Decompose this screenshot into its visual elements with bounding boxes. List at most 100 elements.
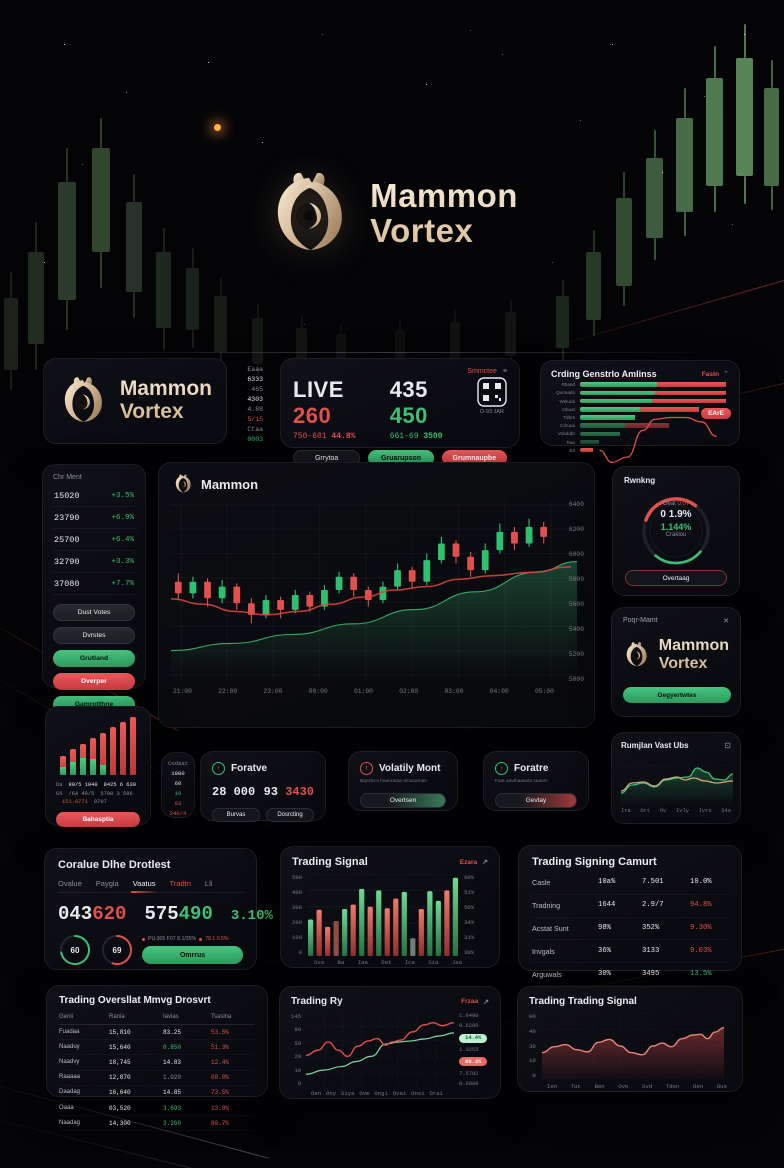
growth-stat: G5: [56, 790, 63, 797]
coralue-action-button[interactable]: Omrrus: [142, 946, 243, 964]
cell-percent: 13.5%: [690, 969, 712, 978]
trading-signal-badge: Ezara: [459, 858, 478, 866]
quantile-row-track: [580, 398, 729, 404]
ranking-action-button[interactable]: Overtaag: [625, 570, 727, 586]
main-chart-y-axis: 6400 6200 6000 5800 5600 5400 5200 5000: [569, 501, 584, 683]
growth-bar: [100, 733, 106, 775]
bg-candle: [186, 248, 199, 348]
table-row: Raaaaa 12,870 1.020 00.0%: [59, 1071, 255, 1086]
quantile-row-label: Tdbrs: [563, 414, 575, 420]
menu-button-dark[interactable]: Dvrstes: [53, 627, 135, 644]
mini-stats-column: Eaaa 6333 465 4303 4.88 5/15 Ctaa 0003: [233, 366, 263, 443]
tiny-stats-card: Codaat 1000 60 10 83 240/4: [161, 752, 195, 818]
x-axis-label: Iaa: [357, 959, 368, 966]
bg-candle-wick: [713, 46, 716, 78]
bg-candle-wick: [191, 248, 194, 268]
expand-icon[interactable]: ↗: [482, 859, 488, 866]
cell-percent: 80.7%: [211, 1119, 230, 1127]
menu-row-value: 15020: [54, 490, 80, 501]
cell-value: 3.693: [163, 1104, 182, 1112]
y-axis-label: 5600: [568, 601, 584, 608]
y-axis-label: 0.6200: [459, 1023, 479, 1030]
coralue-tab-vaatus[interactable]: Vaatus: [130, 879, 158, 893]
cell-name: Invgals: [532, 946, 555, 956]
quantile-green-bar: [580, 439, 600, 445]
cell-name: Casle: [532, 878, 551, 888]
menu-icon[interactable]: ≡: [502, 368, 507, 375]
bg-candle-wick: [653, 130, 656, 158]
y-axis-label: 60%: [464, 874, 475, 881]
live-sub-pct: 44.8%: [331, 432, 356, 441]
bg-candle: [586, 230, 601, 336]
rumjlan-title: Rumjlan Vast Ubs: [621, 741, 689, 750]
menu-row-value: 25700: [54, 534, 80, 545]
overview-title: Trading Oversllat Mmvg Drosvrt: [59, 995, 211, 1006]
tiny-stat: Codaat: [168, 760, 189, 767]
promo-action-button[interactable]: Gegyertwtes: [623, 687, 731, 703]
close-icon[interactable]: ✕: [723, 618, 729, 625]
cell-name: Arguwals: [532, 969, 562, 979]
expand-icon[interactable]: ↗: [483, 998, 489, 1006]
coralue-ring: 69: [102, 935, 132, 965]
cell-value: 83.25: [163, 1028, 182, 1036]
bg-candle: [126, 174, 142, 318]
coralue-tab-ovalue[interactable]: Ovalue: [58, 879, 82, 888]
y-axis-label: 6200: [568, 526, 584, 533]
bg-candle-wick: [770, 60, 773, 88]
panel-options-icon[interactable]: ⊡: [724, 741, 731, 750]
menu-row: 37080 +7.7%: [53, 573, 135, 595]
promo-card: Poqr-Mamt ✕ Mammon Vortex Gegyertwtes: [611, 607, 741, 717]
coralue-tabs: Ovalue Paygia Vaatus Tradtn Lli: [58, 879, 243, 893]
chart-menu-panel: Chr Ment 15020 +3.5% 23790 +6.9% 25700 +6.4% 3…: [42, 464, 146, 713]
y-axis-label: 30: [529, 1042, 536, 1050]
bg-candle: [58, 148, 76, 330]
y-axis-label: 6000: [568, 551, 584, 558]
bg-candle: [616, 172, 632, 306]
brand-card-title: Mammon Vortex: [120, 378, 212, 423]
menu-button-green[interactable]: Grutland: [53, 650, 135, 667]
growth-bar-green: [100, 764, 106, 775]
live-ticker-card: Smmctee ≡ LIVE 260 750-601 44.8% 435 450…: [280, 358, 520, 466]
quantile-analysis-card: Crding Genstrlo Amlinss Fastn ⌃ Rband Qun…: [540, 360, 740, 446]
y-axis-label: 5000: [568, 676, 584, 683]
y-axis-label: 0: [298, 949, 303, 956]
tiny-stat: 83: [174, 800, 182, 807]
promo-logo: [623, 633, 650, 677]
cell-percent: 10.0%: [690, 878, 712, 887]
bg-candle-wick: [66, 148, 68, 182]
x-axis-label: Tut: [570, 1083, 581, 1090]
coralue-tab-tradtn[interactable]: Tradtn: [169, 879, 191, 888]
foratre-action-button[interactable]: Gevtay: [495, 793, 577, 808]
y-axis-label: 31%: [464, 934, 475, 941]
quantile-red-bar: [639, 406, 700, 412]
bg-candle-wick: [683, 88, 686, 118]
growth-action-button[interactable]: Bahasptia: [56, 812, 140, 827]
coralue-title: Coralue Dlhe Drotlest: [58, 859, 171, 871]
foratre-card: ↑ Foratre Faat aavthaaaxta xaaom Gevtay: [483, 751, 589, 811]
coralue-tab-paygia[interactable]: Paygia: [95, 879, 119, 888]
table-row: Naadvy 18,745 14.83 12.4%: [59, 1055, 255, 1070]
quantile-row-label: Vdxddbr: [557, 431, 575, 437]
table-row: Invgals 36% 3133 9.03%: [532, 940, 728, 964]
cell-name: Naadag: [59, 1119, 81, 1126]
menu-button-dark[interactable]: Dust Votes: [53, 604, 135, 621]
bg-candle: [764, 60, 779, 210]
bg-candle: [676, 88, 693, 236]
trading-signal-card: Trading Signal Ezara ↗ 500 400 300 200 100 0 …: [280, 846, 500, 968]
foratve-button[interactable]: Dosrcting: [266, 808, 314, 822]
collapse-icon[interactable]: ⌃: [723, 371, 729, 378]
menu-button-red[interactable]: Dverper: [53, 673, 135, 690]
x-axis-label: 22:00: [218, 688, 238, 695]
foratve-button[interactable]: Burvas: [212, 808, 260, 822]
mini-stat: 5/15: [247, 416, 263, 423]
volatility-action-button[interactable]: Overtsen: [360, 793, 446, 808]
coralue-tab-lli[interactable]: Lli: [204, 879, 213, 888]
candlestick-chart[interactable]: [171, 501, 581, 683]
y-axis-label: 100: [292, 934, 303, 941]
x-axis-label: Ovo: [618, 1083, 629, 1090]
bg-candle-wick: [623, 172, 625, 198]
mammon-vortex-logo: [266, 168, 352, 260]
bg-candle-wick: [256, 364, 259, 376]
quantile-red-bar: [651, 398, 727, 404]
quantile-green-bar: [580, 398, 652, 404]
